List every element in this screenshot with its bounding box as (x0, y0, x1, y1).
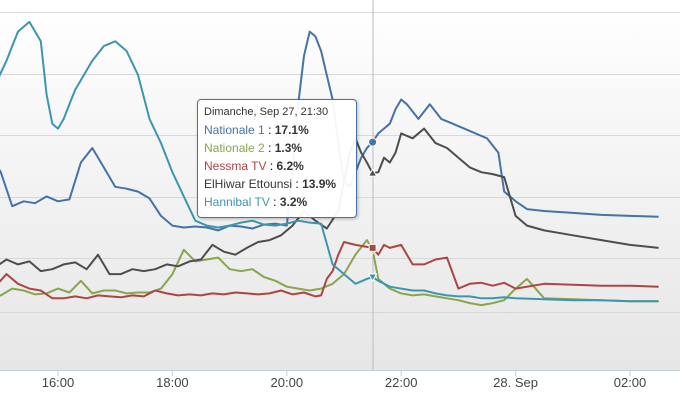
hover-marker-nationale-1 (368, 137, 378, 147)
tooltip-title: Dimanche, Sep 27, 21:30 (204, 106, 329, 118)
hover-marker-elhiwar-ettounsi (367, 168, 378, 177)
x-axis-ticks: 16:00 18:00 20:00 22:00 28. Sep 02:00 (42, 370, 647, 390)
tooltip-separator: : (269, 159, 274, 173)
tooltip-separator: : (295, 177, 299, 191)
tooltip-value: 3.2% (279, 195, 308, 209)
series-line-nationale-1[interactable] (0, 30, 659, 232)
series-line-nessma-tv[interactable] (0, 241, 659, 300)
x-tick-label: 20:00 (271, 375, 304, 390)
tooltip-separator: : (268, 141, 272, 155)
tooltip-series-label: ElHiwar Ettounsi (204, 177, 293, 191)
tooltip-row-nessma-tv: Nessma TV : 6.2% (204, 157, 356, 175)
tooltip-row-elhiwar-ettounsi: ElHiwar Ettounsi : 13.9% (204, 175, 356, 193)
tooltip-row-hannibal-tv: Hannibal TV : 3.2% (204, 193, 356, 211)
x-tick-label: 16:00 (42, 375, 75, 390)
x-tick-label: 18:00 (156, 375, 189, 390)
tooltip-value: 6.2% (276, 159, 304, 173)
tooltip-value: 17.1% (274, 123, 309, 137)
series-line-hannibal-tv[interactable] (0, 20, 659, 303)
hover-markers (367, 137, 378, 282)
tooltip-series-label: Nessma TV (204, 159, 267, 173)
tooltip-row-nationale-1: Nationale 1 : 17.1% (204, 121, 356, 139)
tooltip-value: 13.9% (302, 177, 337, 191)
chart-tooltip: Dimanche, Sep 27, 21:30 Nationale 1 : 17… (197, 99, 357, 218)
x-tick-label: 28. Sep (493, 375, 538, 390)
series-line-nationale-2[interactable] (0, 239, 659, 307)
hover-marker-nessma-tv (368, 243, 377, 252)
x-tick-label: 02:00 (614, 375, 647, 390)
tooltip-value: 1.3% (274, 141, 303, 155)
tooltip-row-nationale-2: Nationale 2 : 1.3% (204, 139, 356, 157)
x-tick-label: 22:00 (385, 375, 418, 390)
tooltip-series-label: Nationale 1 (204, 123, 265, 137)
tooltip-series-label: Hannibal TV (204, 195, 270, 209)
tooltip-separator: : (268, 123, 272, 137)
hover-marker-hannibal-tv (367, 273, 378, 282)
tooltip-series-label: Nationale 2 (204, 141, 265, 155)
tooltip-separator: : (273, 195, 277, 209)
